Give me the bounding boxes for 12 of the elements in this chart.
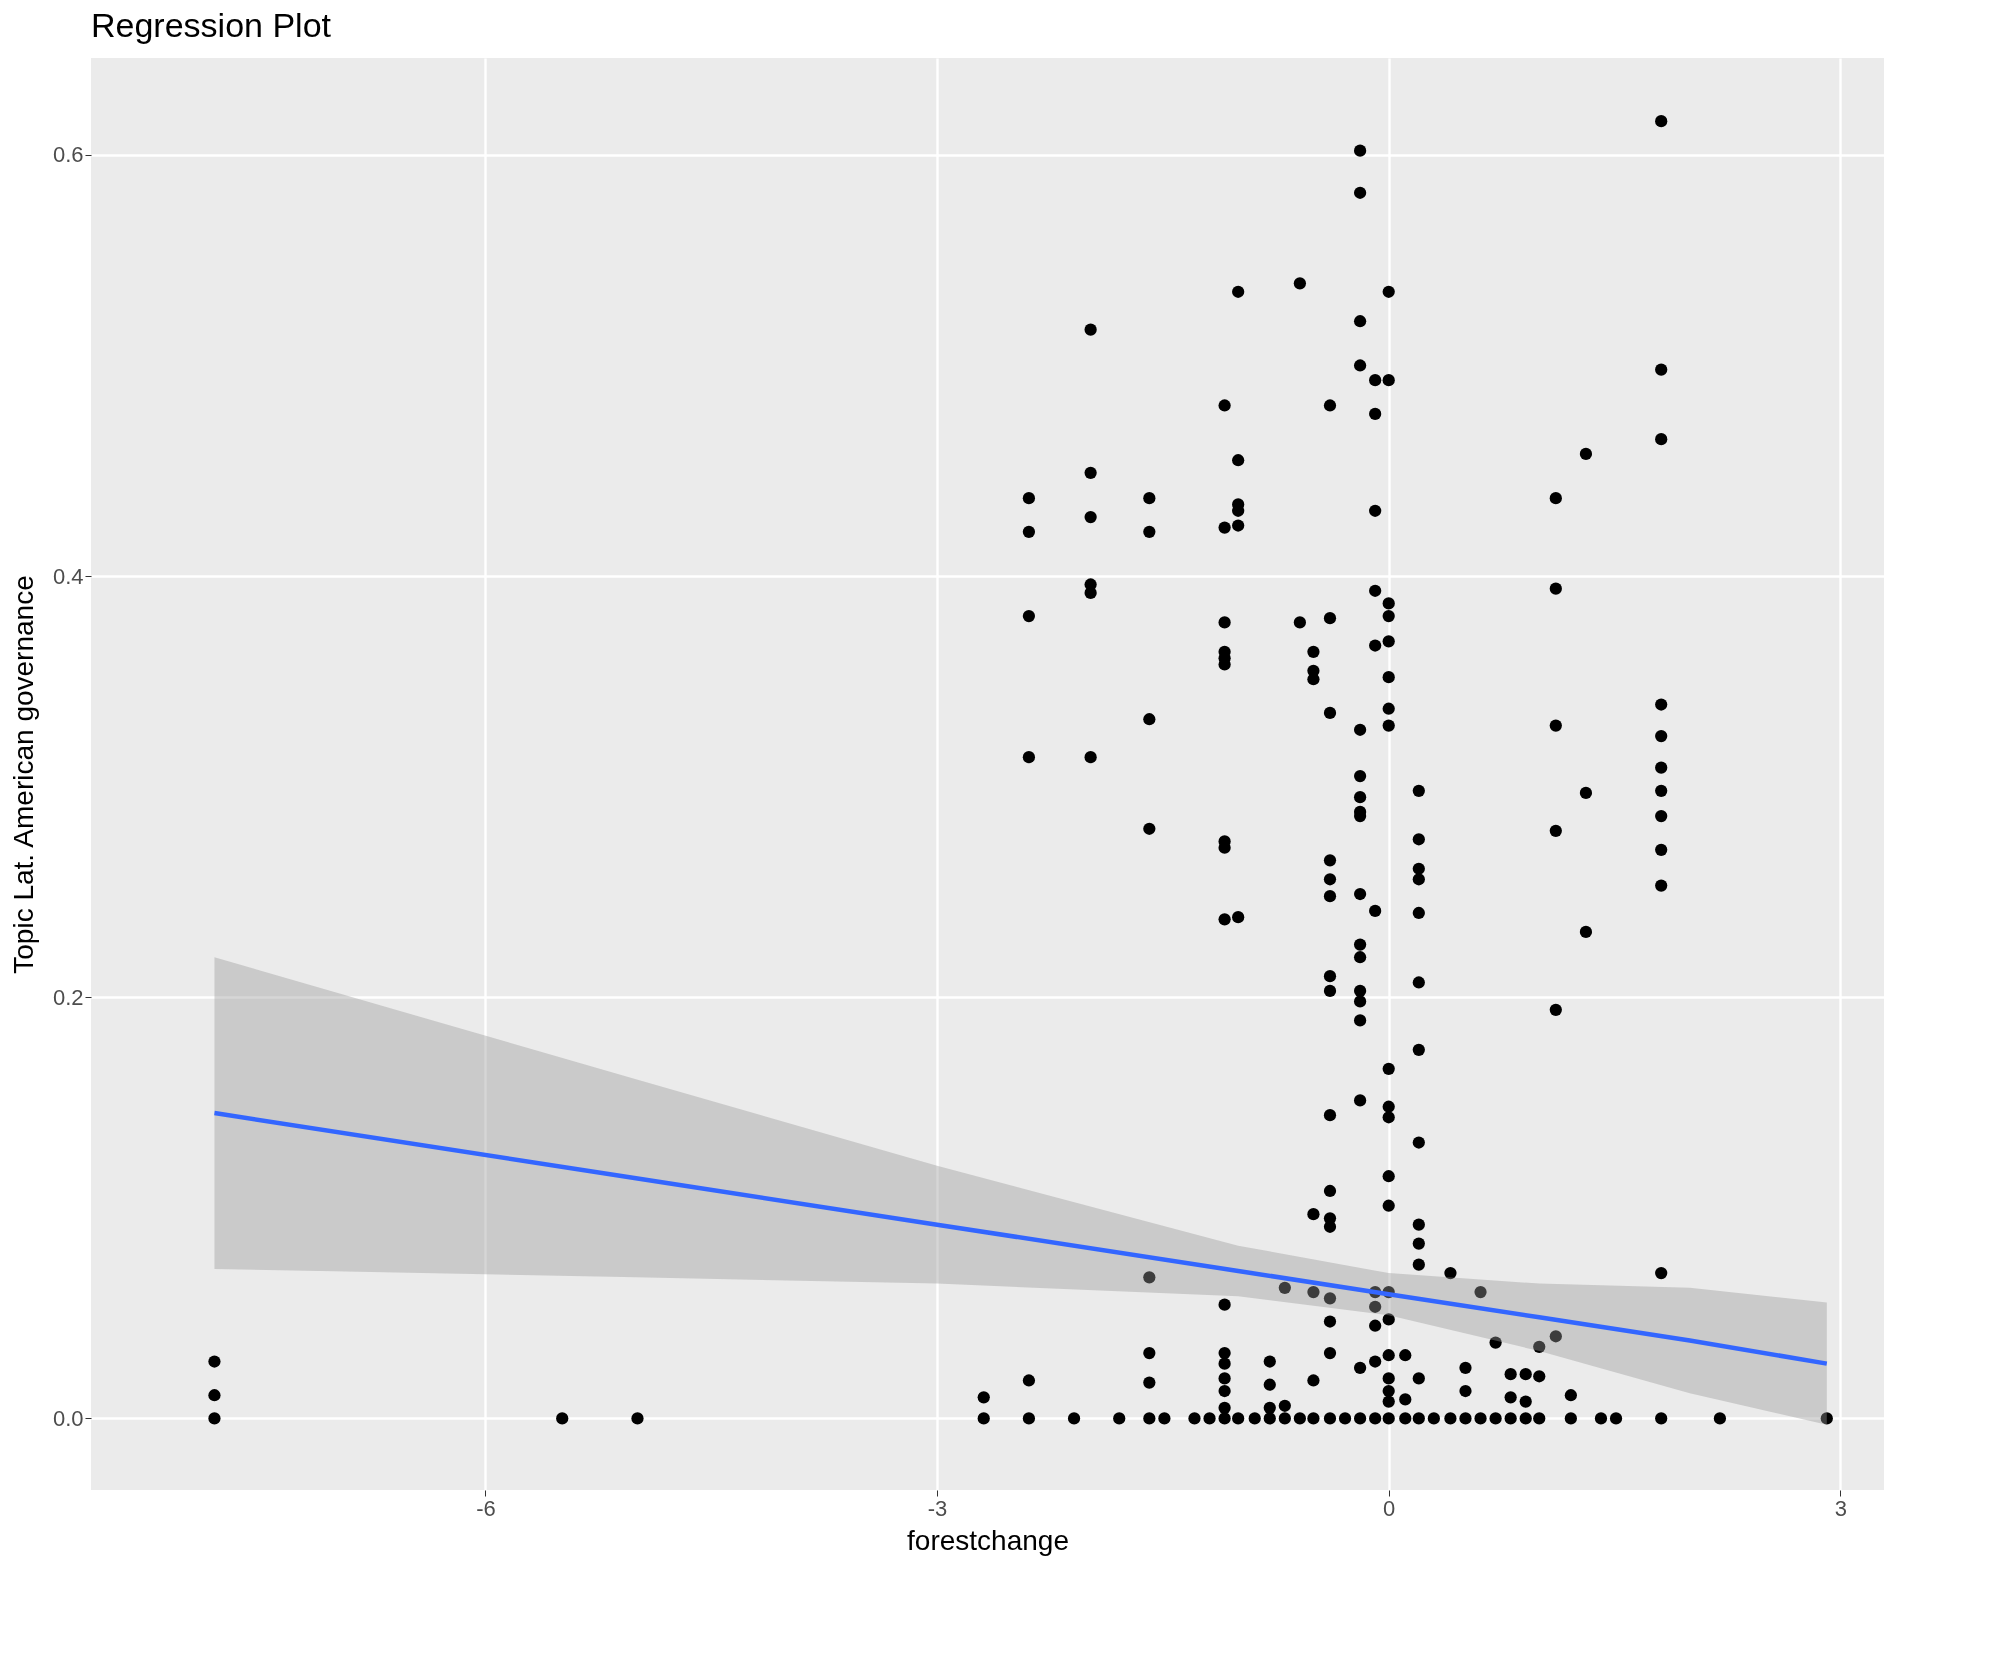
- x-axis-title: forestchange: [907, 1524, 1069, 1556]
- y-axis-title: Topic Lat. American governance: [7, 575, 39, 974]
- x-tick-label: -6: [476, 1495, 496, 1521]
- y-tick-label: 0.4: [52, 563, 84, 589]
- chart-title: Regression Plot: [91, 6, 332, 44]
- line-series: [212, 1110, 1830, 1366]
- y-tick-label: 0.6: [52, 142, 84, 168]
- x-tick-label: -3: [927, 1495, 948, 1521]
- y-tick-label: 0.0: [52, 1405, 84, 1431]
- x-tick-label: 0: [1383, 1495, 1396, 1521]
- x-tick-label: 3: [1834, 1495, 1847, 1521]
- y-tick-label: 0.2: [52, 984, 84, 1010]
